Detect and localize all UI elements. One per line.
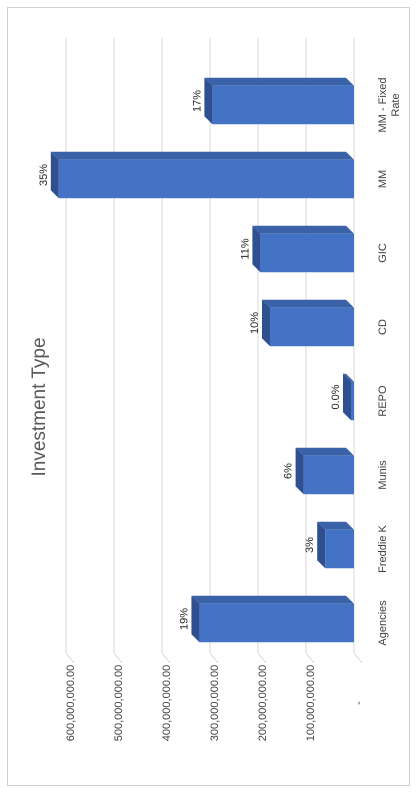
data-label: 11% — [239, 238, 251, 259]
gridline-floor — [305, 652, 315, 664]
bar — [212, 85, 354, 125]
bar — [260, 233, 354, 273]
gridline-floor — [113, 652, 123, 664]
investment-type-chart: 19% 3% 6% 0.0% 10% 11% 35% 17% Agencies Freddie … — [29, 38, 402, 741]
value-tick-label: 600,000,000.00 — [65, 665, 77, 741]
data-label: 0.0% — [330, 384, 342, 409]
bar-depth-face — [191, 595, 354, 604]
value-tick-label: 200,000,000.00 — [257, 665, 269, 741]
bar — [270, 307, 354, 347]
bar-depth-face — [295, 447, 354, 456]
bar — [325, 529, 354, 569]
gridline-floor — [65, 652, 75, 664]
value-tick-label: 500,000,000.00 — [113, 665, 125, 741]
bar-end-face — [50, 151, 59, 199]
data-label: 35% — [38, 164, 50, 186]
category-label: GIC — [377, 243, 389, 263]
category-axis: Agencies Freddie K Munis REPO CD GIC MM MM - Fi… — [377, 78, 402, 646]
gridline-floor — [257, 652, 267, 664]
bar-depth-face — [343, 373, 354, 382]
bar-end-face — [204, 77, 213, 125]
bar-end-face — [343, 373, 351, 421]
gridlines — [65, 38, 363, 664]
data-label: 3% — [304, 537, 316, 553]
bar — [199, 603, 354, 643]
bar — [303, 455, 354, 495]
bar-end-face — [252, 225, 261, 273]
gridline-floor — [161, 652, 171, 664]
data-label: 19% — [178, 608, 190, 630]
bar — [351, 381, 354, 421]
bar-depth-face — [50, 151, 355, 160]
value-tick-label: 100,000,000.00 — [305, 665, 317, 741]
category-label: REPO — [377, 385, 389, 417]
value-axis: - 100,000,000.00 200,000,000.00 300,000,000… — [65, 665, 365, 741]
category-label: Freddie K — [377, 524, 389, 572]
gridline-floor — [353, 652, 363, 664]
category-label: Agencies — [377, 600, 389, 646]
category-label: MM — [377, 170, 389, 188]
data-labels: 19% 3% 6% 0.0% 10% 11% 35% 17% — [38, 90, 342, 630]
bar-end-face — [262, 299, 270, 347]
data-label: 10% — [249, 312, 261, 334]
category-label: Munis — [377, 460, 389, 490]
bar-end-face — [317, 521, 326, 569]
category-label: MM - FixedRate — [377, 78, 402, 133]
bar-depth-face — [317, 521, 354, 530]
bar-end-face — [191, 595, 200, 643]
data-label: 17% — [191, 90, 203, 112]
data-label: 6% — [283, 463, 295, 479]
value-tick-label: 300,000,000.00 — [209, 665, 221, 741]
bar-depth-face — [252, 225, 354, 234]
bar-depth-face — [204, 77, 354, 86]
bars — [50, 77, 355, 643]
value-tick-label: 400,000,000.00 — [161, 665, 173, 741]
category-label: CD — [377, 319, 389, 335]
bar-depth-face — [262, 299, 354, 308]
bar-end-face — [295, 447, 304, 495]
chart-frame: 19% 3% 6% 0.0% 10% 11% 35% 17% Agencies Freddie … — [7, 7, 410, 786]
value-tick-label: - — [353, 701, 365, 705]
chart-title: Investment Type — [29, 337, 50, 476]
bar — [58, 159, 355, 199]
gridline-floor — [209, 652, 219, 664]
